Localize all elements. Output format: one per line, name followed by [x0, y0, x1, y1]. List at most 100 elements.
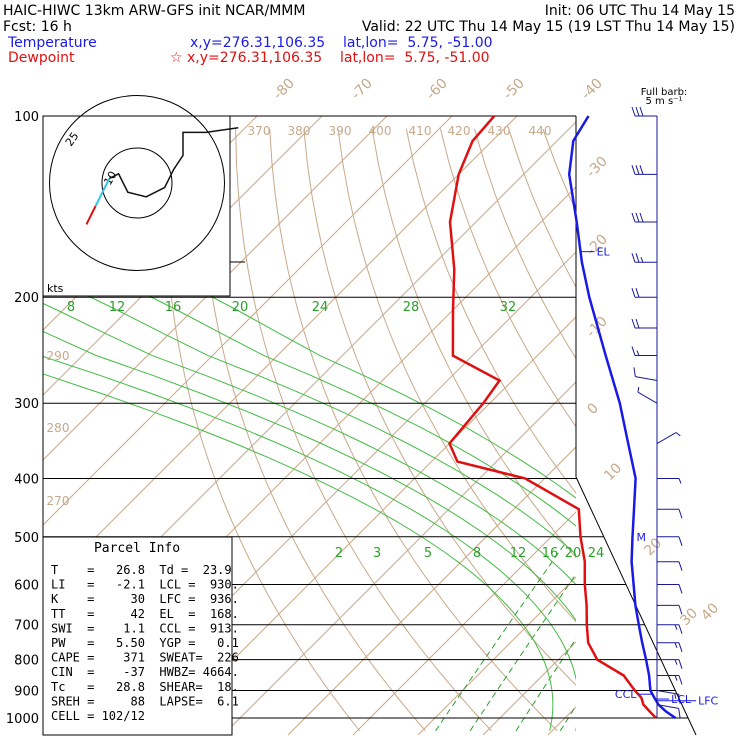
parcel-info-row: PW = 5.50 YGP = 0.1	[51, 636, 239, 650]
valid-time: Valid: 22 UTC Thu 14 May 15 (19 LST Thu …	[362, 19, 735, 35]
hodograph-units: kts	[47, 282, 64, 295]
dry-adiabat-label: 420	[448, 124, 471, 138]
wind-barb-flag	[635, 288, 640, 298]
hodograph-ring	[49, 95, 225, 271]
isotherm-line	[157, 316, 576, 735]
temperature-legend: Temperature	[7, 35, 97, 51]
mixing-ratio-label: 8	[473, 546, 481, 561]
wind-barb-flag	[678, 605, 683, 615]
dry-adiabat-label: 290	[47, 349, 70, 363]
temperature-profile	[567, 115, 677, 720]
mixing-ratio-label: 2	[335, 546, 343, 561]
mixing-ratio-label: 20	[565, 546, 582, 561]
init-time: Init: 06 UTC Thu 14 May 15	[545, 3, 735, 19]
pressure-tick-label: 800	[14, 654, 39, 669]
mixing-ratio-label: 5	[424, 546, 432, 561]
mixing-ratio-label: 16	[165, 300, 182, 315]
wind-barb-half	[637, 386, 640, 393]
wind-barb-half	[674, 693, 677, 699]
isotherm-line	[43, 116, 453, 526]
pressure-tick-label: 700	[14, 619, 39, 634]
mixing-ratio-label: 28	[403, 300, 420, 315]
moist-adiabat-lines	[43, 283, 576, 731]
melting-level-marker: M	[636, 531, 646, 544]
wind-barb-flag	[631, 212, 636, 223]
wind-barb-shaft	[656, 432, 677, 444]
dry-adiabat-label: 380	[288, 124, 311, 138]
dry-adiabat-label: 370	[248, 124, 271, 138]
dry-adiabat-line	[200, 128, 426, 732]
level-marker-label: LFC	[698, 695, 718, 708]
wind-barb-flag	[635, 318, 640, 329]
wind-barb-flag	[631, 106, 636, 117]
isotherm-line	[222, 381, 576, 735]
wind-barb-flag	[635, 165, 640, 175]
hodograph-ring	[101, 147, 173, 219]
mixing-ratio-lines	[435, 541, 576, 732]
wind-barb-half	[640, 257, 644, 263]
pressure-tick-label: 300	[14, 397, 39, 412]
dewpoint-profile	[448, 115, 657, 719]
parcel-info-row: K = 30 LFC = 936.	[51, 592, 239, 606]
level-marker-label: LCL	[671, 693, 692, 706]
wind-barb-flag	[678, 536, 683, 546]
mixing-ratio-label: 12	[109, 300, 126, 315]
wind-barb-flag	[631, 346, 636, 356]
parcel-info-row: CELL = 102/12	[51, 709, 145, 723]
wind-barb-half	[674, 624, 678, 630]
isotherm-line	[287, 446, 576, 735]
parcel-info-row: LI = -2.1 LCL = 930.	[51, 578, 239, 592]
moist-adiabat-line	[43, 302, 576, 586]
wind-barb-half	[674, 675, 678, 681]
parcel-info-row: SREH = 88 LAPSE= 6.1	[51, 694, 239, 708]
dry-adiabat-label: 280	[47, 421, 70, 435]
isotherm-line	[417, 576, 576, 735]
wind-barb-flag	[633, 367, 636, 377]
wind-barb-flag	[678, 509, 683, 519]
wind-barb-flag	[631, 165, 636, 175]
dry-adiabat-line	[269, 128, 558, 732]
pressure-tick-label: 400	[14, 472, 39, 487]
wind-barb-flag	[678, 675, 683, 685]
isotherm-line	[352, 511, 576, 735]
parcel-info-row: Tc = 28.8 SHEAR= 18.	[51, 680, 239, 694]
pressure-tick-label: 1000	[6, 712, 39, 727]
dry-adiabat-label: 440	[529, 124, 552, 138]
dry-adiabat-label: 390	[329, 124, 352, 138]
pressure-tick-label: 100	[14, 110, 39, 125]
wind-barb-flag	[678, 561, 683, 571]
wind-barb-flag	[678, 642, 683, 652]
moist-adiabat-line	[124, 283, 576, 527]
wind-barb-half	[674, 659, 678, 665]
mixing-ratio-label: 32	[500, 300, 517, 315]
wind-barb-flag	[639, 165, 644, 175]
wind-barb-half	[675, 432, 681, 437]
hodograph-trace-upper	[109, 127, 239, 198]
mixing-ratio-line	[515, 637, 576, 732]
wind-barbs	[631, 106, 683, 718]
dry-adiabat-label: 270	[47, 494, 70, 508]
moist-adiabat-line	[62, 283, 576, 556]
wind-barb-flag	[635, 253, 640, 263]
dry-adiabat-line	[235, 128, 492, 732]
barb-scale-label: Full barb:	[641, 87, 688, 98]
moist-adiabat-line	[186, 283, 576, 499]
parcel-info-row: T = 26.8 Td = 23.9	[51, 563, 232, 577]
wind-barb-half	[678, 478, 682, 484]
parcel-info-panel: Parcel Info T = 26.8 Td = 23.9LI = -2.1 L…	[42, 536, 239, 736]
wind-barb-flag	[678, 584, 683, 594]
mixing-ratio-line	[435, 541, 567, 732]
wind-barb-flag	[635, 212, 640, 223]
mixing-ratio-label: 24	[588, 546, 605, 561]
dry-adiabat-label: 410	[409, 124, 432, 138]
parcel-info-row: TT = 42 EL = 168.	[51, 607, 239, 621]
wind-barb-half	[636, 350, 640, 356]
wind-barb-flag	[678, 624, 683, 634]
mixing-ratio-label: 16	[542, 546, 559, 561]
wind-barb-half	[674, 642, 678, 648]
level-marker-label: EL	[597, 246, 611, 259]
temperature-location: x,y=276.31,106.35 lat,lon= 5.75, -51.00	[190, 35, 493, 51]
wind-barb-shaft	[635, 376, 658, 381]
